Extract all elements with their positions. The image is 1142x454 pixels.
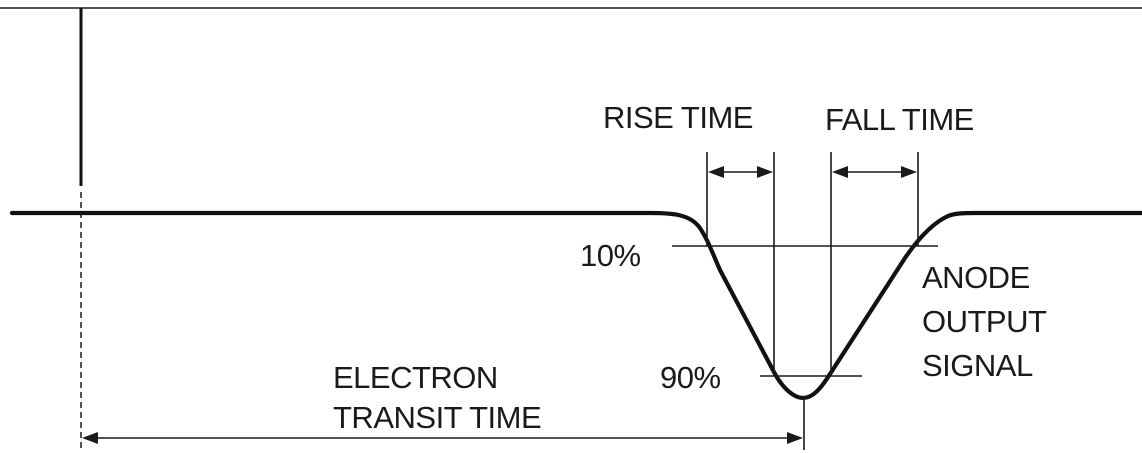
anode-label-line1: ANODE [922, 260, 1030, 295]
transit-label-line1: ELECTRON [333, 360, 498, 395]
transit-time-arrow [82, 432, 803, 444]
fall-time-arrow [832, 166, 917, 178]
transit-label-line2: TRANSIT TIME [333, 400, 541, 435]
anode-label-line2: OUTPUT [922, 304, 1047, 339]
rise-time-arrow [708, 166, 773, 178]
fall-time-label: FALL TIME [825, 102, 974, 137]
anode-output-waveform [9, 210, 1142, 401]
ninety-percent-label: 90% [660, 360, 721, 395]
ten-percent-label: 10% [580, 238, 641, 273]
rise-time-label: RISE TIME [603, 100, 753, 135]
anode-label-line3: SIGNAL [922, 348, 1033, 383]
